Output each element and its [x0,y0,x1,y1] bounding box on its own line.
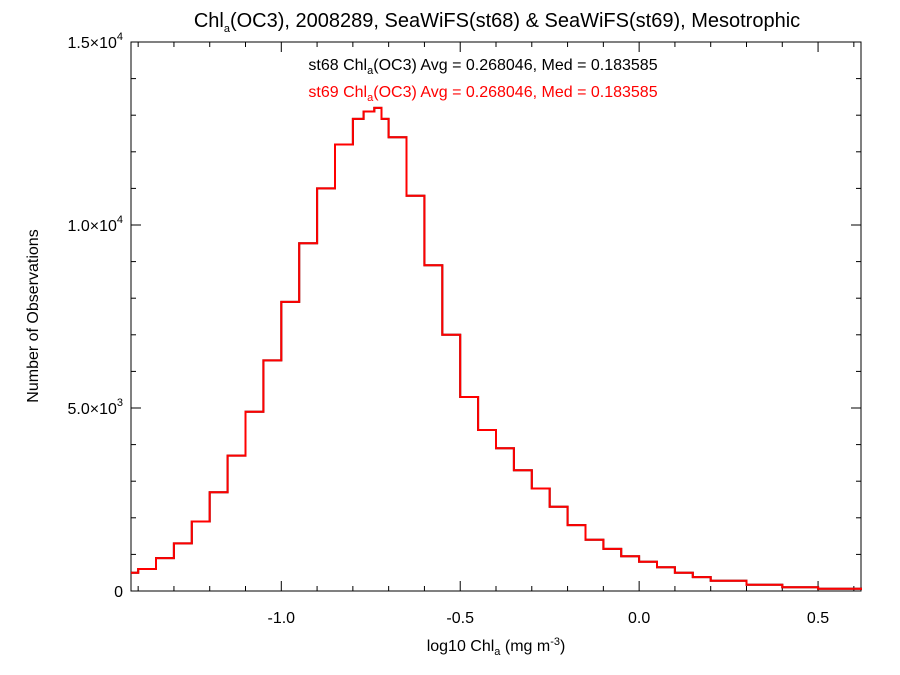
legend-entry-st69: st69 Chla(OC3) Avg = 0.268046, Med = 0.1… [308,84,657,104]
x-tick-label: 0.0 [628,610,650,627]
x-tick-label: -0.5 [446,610,474,627]
y-tick-label: 1.5×104 [67,31,123,52]
series-line-st69 [131,106,862,590]
legend-entry-st68: st68 Chla(OC3) Avg = 0.268046, Med = 0.1… [308,57,657,77]
plot-frame [130,41,862,592]
y-axis-ticks: 0 5.0×103 1.0×104 1.5×104 [67,31,861,601]
x-axis-ticks: -1.0 -0.5 0.0 0.5 [137,42,855,627]
y-tick-label: 0 [114,584,123,601]
x-tick-label: -1.0 [268,610,296,627]
y-tick-label: 1.0×104 [67,214,123,235]
series-group [131,106,862,590]
y-axis-label: Number of Observations [25,229,42,402]
y-tick-label: 5.0×103 [67,397,123,418]
series-line-st68 [131,106,862,590]
chart-title: Chla(OC3), 2008289, SeaWiFS(st68) & SeaW… [194,10,800,35]
x-axis-label: log10 Chla (mg m-3) [427,636,566,658]
x-tick-label: 0.5 [807,610,829,627]
